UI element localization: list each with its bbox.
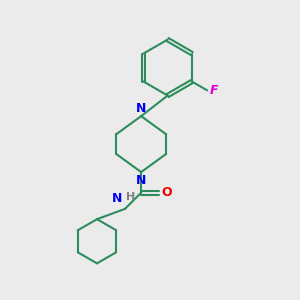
Text: N: N — [136, 102, 146, 115]
Text: N: N — [112, 192, 123, 206]
Text: H: H — [126, 192, 135, 203]
Text: F: F — [209, 84, 218, 97]
Text: O: O — [162, 186, 172, 199]
Text: N: N — [136, 174, 146, 187]
